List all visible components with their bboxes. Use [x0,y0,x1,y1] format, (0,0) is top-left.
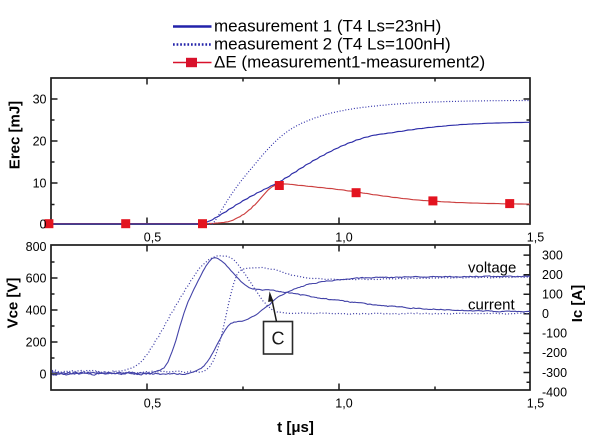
svg-text:-200: -200 [542,346,567,360]
svg-text:0,5: 0,5 [144,230,161,244]
svg-text:600: 600 [26,271,47,285]
svg-text:voltage: voltage [468,260,516,277]
svg-text:10: 10 [33,176,47,190]
svg-text:200: 200 [542,268,563,282]
svg-text:Vce [V]: Vce [V] [5,278,22,329]
svg-text:C: C [272,329,285,349]
svg-text:-300: -300 [542,366,567,380]
svg-text:300: 300 [542,248,563,262]
svg-text:400: 400 [26,303,47,317]
svg-text:measurement 1 (T4 Ls=23nH): measurement 1 (T4 Ls=23nH) [214,17,441,36]
svg-text:-400: -400 [542,385,567,399]
svg-text:measurement 2 (T4 Ls=100nH): measurement 2 (T4 Ls=100nH) [214,35,451,54]
svg-text:1,5: 1,5 [527,396,544,410]
svg-text:ΔE (measurement1-measurement2): ΔE (measurement1-measurement2) [214,53,485,72]
svg-text:0: 0 [542,307,549,321]
svg-text:30: 30 [33,92,47,106]
svg-text:t [μs]: t [μs] [277,419,314,436]
svg-text:200: 200 [26,335,47,349]
svg-text:-100: -100 [542,327,567,341]
svg-text:100: 100 [542,288,563,302]
svg-text:1,0: 1,0 [335,230,352,244]
svg-text:0: 0 [40,367,47,381]
svg-text:1,5: 1,5 [527,230,544,244]
svg-text:800: 800 [26,240,47,254]
svg-text:Ic [A]: Ic [A] [569,285,586,323]
svg-text:0: 0 [40,217,47,231]
svg-text:current: current [468,297,516,314]
svg-text:1,0: 1,0 [335,396,352,410]
svg-text:Erec [mJ]: Erec [mJ] [7,101,24,169]
svg-text:20: 20 [33,134,47,148]
svg-text:0,5: 0,5 [144,396,161,410]
